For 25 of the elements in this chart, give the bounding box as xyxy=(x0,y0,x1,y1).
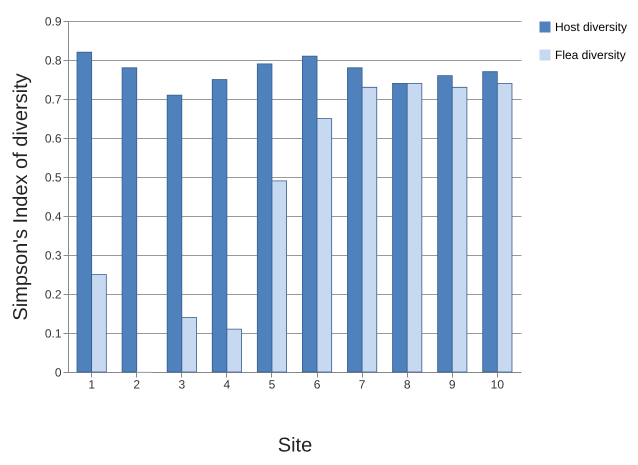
y-tick-label: 0.9 xyxy=(44,14,62,28)
bar xyxy=(122,67,138,372)
x-axis-title: Site xyxy=(278,434,312,456)
y-tick-label: 0.6 xyxy=(44,132,62,146)
y-tick-label: 0 xyxy=(54,366,62,380)
y-tick-label: 0.8 xyxy=(44,54,62,68)
x-tick-label: 2 xyxy=(133,378,140,392)
x-tick-label: 9 xyxy=(448,378,456,392)
legend-label: Flea diversity xyxy=(555,48,626,62)
x-tick-label: 5 xyxy=(268,378,276,392)
y-tick-label: 0.3 xyxy=(44,248,62,262)
x-tick-label: 4 xyxy=(224,378,231,392)
y-tick-label: 0.5 xyxy=(44,170,62,184)
y-tick-label: 0.2 xyxy=(44,288,62,302)
x-tick-label: 1 xyxy=(88,378,96,392)
x-tick-label: 8 xyxy=(404,378,411,392)
y-tick-label: 0.7 xyxy=(44,92,62,106)
x-tick-label: 6 xyxy=(314,378,321,392)
legend-label: Host diversity xyxy=(555,20,628,34)
y-tick-label: 0.4 xyxy=(44,210,62,224)
x-tick-label: 3 xyxy=(178,378,186,392)
x-tick-label: 7 xyxy=(358,378,366,392)
x-tick-label: 10 xyxy=(490,378,504,392)
y-tick-label: 0.1 xyxy=(44,326,62,340)
y-axis-title: Simpson's Index of diversity xyxy=(10,73,32,321)
